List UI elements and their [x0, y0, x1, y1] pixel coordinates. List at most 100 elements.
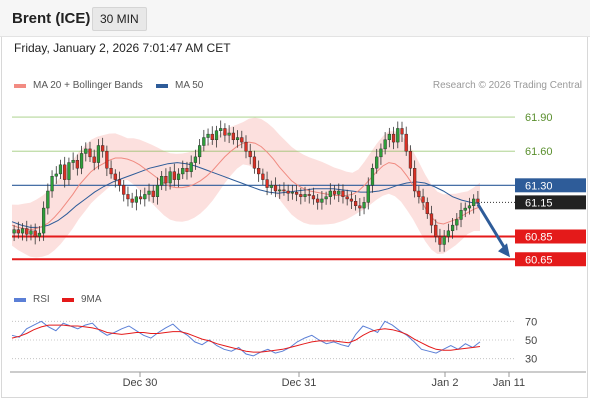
candle-body	[451, 225, 454, 231]
candle-body	[105, 151, 108, 168]
candle-body	[308, 194, 311, 195]
candle-body	[333, 191, 336, 194]
candle-body	[460, 210, 463, 219]
candle-body	[211, 134, 214, 140]
candle-body	[464, 208, 467, 210]
candle-body	[194, 157, 197, 163]
candle-body	[257, 168, 260, 174]
rsi-tick-30: 30	[525, 354, 537, 366]
candle-body	[350, 199, 353, 201]
candle-body	[261, 174, 264, 180]
candle-body	[240, 138, 243, 143]
candle-body	[320, 199, 323, 202]
candle-body	[169, 172, 172, 183]
candle-body	[228, 133, 231, 135]
candle-body	[13, 230, 16, 233]
candle-body	[299, 194, 302, 196]
candle-body	[266, 180, 269, 188]
candle-body	[143, 194, 146, 199]
candle-body	[384, 140, 387, 149]
x-tick-label: Dec 30	[123, 377, 158, 389]
candle-body	[30, 231, 33, 234]
candle-body	[417, 191, 420, 197]
candle-body	[135, 197, 138, 203]
candle-body	[443, 237, 446, 245]
candle-body	[190, 163, 193, 172]
candle-body	[55, 174, 58, 176]
candle-body	[278, 190, 281, 191]
candle-body	[164, 176, 167, 183]
support-label-60.65: 60.65	[525, 254, 553, 266]
candle-body	[101, 146, 104, 152]
candle-body	[68, 163, 71, 180]
candle-body	[283, 190, 286, 191]
candle-body	[236, 138, 239, 140]
candle-body	[219, 128, 222, 130]
candle-body	[114, 174, 117, 180]
candle-body	[59, 165, 62, 174]
candle-body	[198, 146, 201, 157]
candle-body	[25, 229, 28, 235]
candle-body	[396, 128, 399, 142]
candle-body	[245, 142, 248, 151]
candle-body	[253, 157, 256, 168]
candle-body	[249, 151, 252, 157]
candle-body	[295, 192, 298, 194]
candle-body	[122, 185, 125, 194]
candle-body	[186, 168, 189, 171]
rsi-ma9-line	[12, 325, 480, 352]
resistance-label-61.90: 61.90	[525, 112, 553, 124]
candle-body	[139, 197, 142, 199]
candle-body	[110, 168, 113, 174]
candle-body	[148, 191, 151, 194]
candle-body	[472, 199, 475, 206]
candle-body	[97, 146, 100, 163]
candle-body	[46, 191, 49, 208]
candle-body	[152, 191, 155, 197]
candle-body	[329, 191, 332, 197]
candle-body	[76, 160, 79, 168]
support-label-60.85: 60.85	[525, 232, 553, 244]
candle-body	[84, 149, 87, 154]
candle-body	[405, 134, 408, 151]
candle-body	[42, 208, 45, 233]
candle-body	[367, 185, 370, 202]
x-tick-label: Jan 2	[432, 377, 459, 389]
candle-body	[224, 128, 227, 135]
candle-body	[401, 128, 404, 134]
candle-body	[439, 237, 442, 245]
candle-body	[375, 157, 378, 168]
x-tick-label: Jan 11	[493, 377, 525, 389]
candle-body	[127, 194, 130, 199]
candle-body	[63, 165, 66, 180]
candle-body	[177, 174, 180, 180]
candle-body	[312, 196, 315, 199]
candle-body	[476, 199, 479, 202]
candle-body	[93, 157, 96, 163]
rsi-tick-50: 50	[525, 335, 537, 347]
last-price-label: 61.15	[525, 197, 553, 209]
candle-body	[215, 131, 218, 140]
candle-body	[422, 197, 425, 203]
candle-body	[409, 151, 412, 168]
candle-body	[430, 214, 433, 225]
candle-body	[160, 176, 163, 185]
candle-body	[202, 138, 205, 146]
resistance-label-61.60: 61.60	[525, 146, 553, 158]
candle-body	[181, 168, 184, 174]
candle-body	[21, 229, 24, 234]
candle-body	[392, 134, 395, 142]
candle-body	[342, 191, 345, 197]
candle-body	[131, 199, 134, 202]
candle-body	[325, 197, 328, 199]
candle-body	[270, 185, 273, 187]
candle-body	[354, 201, 357, 206]
candle-body	[287, 191, 290, 193]
candle-body	[274, 185, 277, 191]
candle-body	[455, 219, 458, 225]
candle-body	[316, 199, 319, 202]
candle-body	[447, 231, 450, 237]
candle-body	[80, 153, 83, 168]
candle-body	[72, 160, 75, 162]
